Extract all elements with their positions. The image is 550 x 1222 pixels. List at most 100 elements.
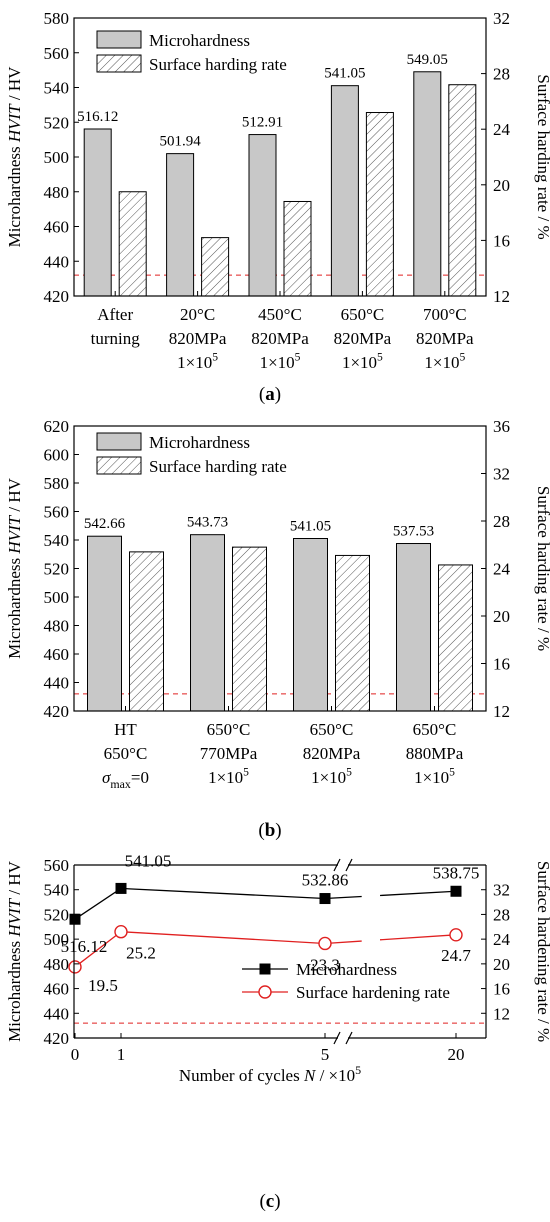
x-tick-label: 5	[321, 1045, 330, 1064]
y-tick-label: 440	[44, 1004, 70, 1023]
y-tick-label: 420	[44, 1029, 70, 1048]
bar-surface-rate	[118, 191, 147, 297]
y-tick-label: 520	[44, 905, 70, 924]
y2-tick-label: 28	[493, 65, 510, 84]
axis-break-mark	[345, 858, 353, 872]
data-label: 543.73	[187, 515, 228, 531]
x-tick-label: 650°C	[207, 720, 251, 739]
microhardness-marker	[69, 913, 81, 925]
legend-label: Surface harding rate	[149, 457, 287, 476]
surface-rate-marker	[449, 928, 463, 942]
data-label: 516.12	[77, 109, 118, 125]
y-tick-label: 500	[44, 588, 70, 607]
bar-microhardness	[190, 534, 225, 712]
bar-microhardness	[166, 153, 195, 297]
data-label-microhardness: 532.86	[302, 871, 349, 890]
y-tick-label: 480	[44, 183, 70, 202]
y-tick-label: 420	[44, 702, 70, 721]
y2-axis-label: Surface hardening rate / %	[534, 861, 550, 1042]
y2-tick-label: 28	[493, 905, 510, 924]
bar-surface-rate	[201, 237, 230, 297]
surface-rate-line	[74, 931, 326, 968]
x-tick-label: 20	[448, 1045, 465, 1064]
y-tick-label: 580	[44, 474, 70, 493]
data-label-surface-rate: 23.3	[310, 955, 340, 974]
legend-label: Microhardness	[149, 31, 250, 50]
x-tick-label: 650°C	[413, 720, 457, 739]
y-axis-label: Microhardness HVIT / HV	[5, 66, 24, 248]
y-tick-label: 540	[44, 79, 70, 98]
y-tick-label: 560	[44, 44, 70, 63]
x-tick-label: 20°C	[180, 305, 215, 324]
x-tick-label: 700°C	[423, 305, 467, 324]
y2-tick-label: 16	[493, 231, 510, 250]
microhardness-line	[324, 895, 362, 900]
legend-label: Microhardness	[296, 960, 397, 979]
bar-microhardness	[396, 543, 431, 712]
panel-label: (c)	[259, 1191, 280, 1212]
panel-b: 542.66 HT 650°C σmax=0 543.73 650°C 770MPa 1×10…	[5, 417, 550, 841]
panel-label: (a)	[259, 384, 281, 405]
bar-microhardness	[248, 134, 277, 297]
y-tick-label: 560	[44, 503, 70, 522]
y-axis-label: Microhardness HVIT / HV	[5, 860, 24, 1042]
bar-microhardness	[293, 538, 328, 712]
y-tick-label: 420	[44, 287, 70, 306]
microhardness-marker	[450, 885, 462, 897]
x-tick-label: 650°C	[104, 744, 148, 763]
microhardness-marker	[319, 893, 331, 905]
y2-tick-label: 20	[493, 607, 510, 626]
y2-tick-label: 32	[493, 9, 510, 28]
y2-tick-label: 12	[493, 1004, 510, 1023]
y-tick-label: 460	[44, 645, 70, 664]
x-tick-label: HT	[114, 720, 137, 739]
data-label: 501.94	[159, 134, 201, 150]
x-tick-label: 1×105	[311, 765, 352, 787]
y-tick-label: 540	[44, 881, 70, 900]
microhardness-marker	[115, 882, 127, 894]
legend-label: Surface harding rate	[149, 55, 287, 74]
data-label-surface-rate: 24.7	[441, 946, 471, 965]
y2-tick-label: 32	[493, 465, 510, 484]
surface-rate-line	[379, 934, 457, 941]
x-tick-label: σmax=0	[102, 768, 149, 791]
legend-label: Surface hardening rate	[296, 983, 450, 1002]
data-label-microhardness: 516.12	[61, 937, 108, 956]
bar-surface-rate	[365, 112, 394, 297]
legend-marker-surface-rate	[258, 985, 272, 999]
x-axis-label: Number of cycles N / ×105	[179, 1063, 361, 1085]
data-label-microhardness: 541.05	[125, 851, 172, 870]
bar-surface-rate	[129, 551, 164, 712]
bar-surface-rate	[335, 554, 370, 712]
y-tick-label: 440	[44, 674, 70, 693]
x-tick-label: 770MPa	[200, 744, 258, 763]
x-tick-label: 0	[71, 1045, 80, 1064]
bar-microhardness	[413, 71, 442, 297]
legend-label: Microhardness	[149, 433, 250, 452]
axis-break-mark	[345, 1031, 353, 1045]
y2-tick-label: 12	[493, 287, 510, 306]
x-tick-label: 880MPa	[406, 744, 464, 763]
data-label: 541.05	[324, 66, 365, 82]
y-tick-label: 560	[44, 856, 70, 875]
panel-c: 516.12 541.05 532.86 538.75 19.5 25.2 23.3 24.7…	[5, 851, 550, 1212]
x-tick-label: 820MPa	[169, 329, 227, 348]
axis-break-mark	[333, 1031, 341, 1045]
y-tick-label: 480	[44, 617, 70, 636]
x-tick-label: 820MPa	[416, 329, 474, 348]
y2-tick-label: 36	[493, 417, 510, 436]
y2-tick-label: 20	[493, 955, 510, 974]
y2-axis-label: Surface harding rate / %	[534, 74, 550, 239]
surface-rate-marker	[318, 936, 332, 951]
surface-rate-marker	[68, 960, 82, 974]
y-tick-label: 460	[44, 980, 70, 999]
y-tick-label: 520	[44, 113, 70, 132]
y2-axis-label: Surface harding rate / %	[534, 486, 550, 651]
y2-tick-label: 24	[493, 120, 511, 139]
x-tick-label: 650°C	[310, 720, 354, 739]
data-label: 537.53	[393, 524, 434, 540]
x-tick-label: 1×105	[208, 765, 249, 787]
bar-microhardness	[83, 128, 112, 297]
data-label: 549.05	[407, 52, 448, 68]
